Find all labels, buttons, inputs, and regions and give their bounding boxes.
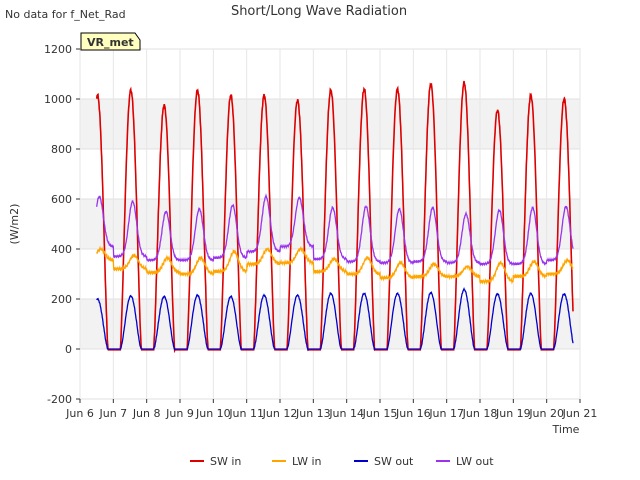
plot-band [80, 149, 580, 199]
x-tick-label: Jun 11 [228, 407, 264, 420]
x-tick-label: Jun 20 [528, 407, 564, 420]
x-tick-label: Jun 10 [195, 407, 231, 420]
plot-band [80, 299, 580, 349]
x-tick-label: Jun 17 [428, 407, 464, 420]
series-line-lw-out [96, 193, 574, 267]
series-layer [95, 80, 574, 354]
x-tick-label: Jun 6 [65, 407, 94, 420]
x-tick-label: Jun 9 [165, 407, 194, 420]
x-tick-label: Jun 8 [132, 407, 161, 420]
x-axis-label: Time [552, 423, 580, 436]
x-tick-label: Jun 21 [562, 407, 598, 420]
series-line-lw-in [96, 245, 574, 285]
y-tick-label: 600 [51, 193, 72, 206]
plot-band [80, 349, 580, 399]
series-line-sw-in [95, 80, 574, 354]
x-tick-label: Jun 14 [328, 407, 364, 420]
plot-background-bands [80, 49, 580, 399]
corner-note: No data for f_Net_Rad [5, 8, 126, 21]
plot-band [80, 249, 580, 299]
x-tick-label: Jun 12 [262, 407, 298, 420]
site-badge: VR_met [80, 32, 141, 51]
y-tick-label: 400 [51, 243, 72, 256]
y-tick-label: 1200 [44, 43, 72, 56]
x-tick-label: Jun 7 [98, 407, 127, 420]
x-tick-label: Jun 19 [495, 407, 531, 420]
legend: SW in LW in SW out LW out [190, 455, 494, 468]
x-tick-label: Jun 15 [362, 407, 398, 420]
site-badge-label: VR_met [87, 36, 134, 49]
y-tick-label: 1000 [44, 93, 72, 106]
plot-band [80, 99, 580, 149]
x-tick-label: Jun 18 [462, 407, 498, 420]
x-tick-label: Jun 16 [395, 407, 431, 420]
y-tick-label: 0 [65, 343, 72, 356]
y-axis: -200 0 200 400 600 800 1000 1200 [44, 43, 80, 406]
site-badge-shape [80, 32, 141, 51]
y-axis-label: (W/m2) [8, 204, 21, 245]
legend-label: LW in [292, 455, 322, 468]
series-line-sw-out [96, 286, 574, 352]
legend-label: SW out [374, 455, 414, 468]
y-tick-label: 800 [51, 143, 72, 156]
legend-label: SW in [210, 455, 241, 468]
legend-label: LW out [456, 455, 494, 468]
y-tick-label: 200 [51, 293, 72, 306]
x-tick-label: Jun 13 [295, 407, 331, 420]
y-tick-label: -200 [47, 393, 72, 406]
chart-title: Short/Long Wave Radiation [231, 4, 407, 19]
